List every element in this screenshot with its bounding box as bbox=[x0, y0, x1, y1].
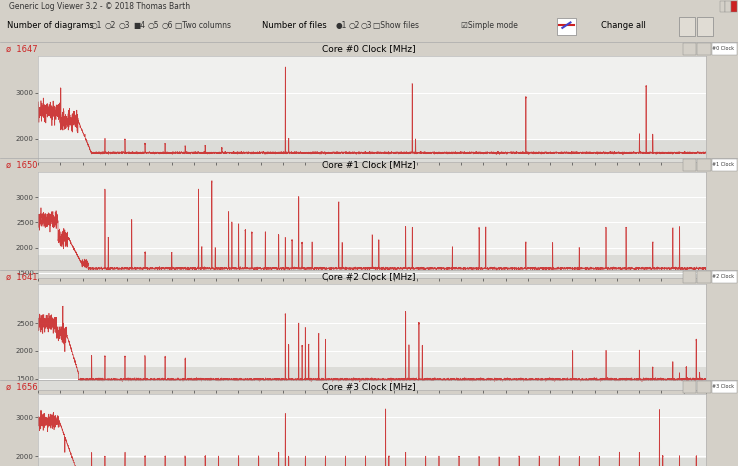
Text: Core #1 Clock [MHz]: Core #1 Clock [MHz] bbox=[323, 160, 415, 170]
Text: Change all: Change all bbox=[601, 21, 646, 30]
Text: Generic Log Viewer 3.2 - © 2018 Thomas Barth: Generic Log Viewer 3.2 - © 2018 Thomas B… bbox=[9, 2, 190, 11]
Text: ☑Simple mode: ☑Simple mode bbox=[461, 21, 518, 30]
Text: □Show files: □Show files bbox=[373, 21, 418, 30]
Bar bbox=[712, 381, 737, 392]
Text: ø  1647: ø 1647 bbox=[6, 44, 38, 54]
Bar bbox=[38, 367, 706, 390]
Bar bbox=[38, 458, 706, 466]
Text: ○3: ○3 bbox=[361, 21, 373, 30]
Bar bbox=[683, 381, 696, 392]
Bar bbox=[697, 43, 711, 55]
Bar bbox=[712, 159, 737, 171]
Text: Core #3 Clock [MHz]: Core #3 Clock [MHz] bbox=[323, 383, 415, 391]
Text: ø  1656: ø 1656 bbox=[6, 383, 38, 391]
Text: ○1: ○1 bbox=[91, 21, 102, 30]
Bar bbox=[557, 18, 576, 34]
Bar bbox=[697, 17, 713, 36]
Text: Core #2 Clock [MHz]: Core #2 Clock [MHz] bbox=[323, 273, 415, 281]
Text: ○2: ○2 bbox=[348, 21, 359, 30]
Text: #2 Clock: #2 Clock bbox=[712, 274, 734, 280]
Text: ø  1641: ø 1641 bbox=[6, 273, 38, 281]
Text: ■4: ■4 bbox=[133, 21, 145, 30]
Text: Number of diagrams: Number of diagrams bbox=[7, 21, 94, 30]
Text: Core #0 Clock [MHz]: Core #0 Clock [MHz] bbox=[323, 44, 415, 54]
Text: #1 Clock: #1 Clock bbox=[712, 163, 734, 167]
Bar bbox=[679, 17, 695, 36]
Bar bbox=[697, 159, 711, 171]
Bar bbox=[38, 139, 706, 162]
Text: ø  1650: ø 1650 bbox=[6, 160, 38, 170]
Text: ○5: ○5 bbox=[148, 21, 159, 30]
Text: ○2: ○2 bbox=[105, 21, 116, 30]
Bar bbox=[683, 43, 696, 55]
Text: ●1: ●1 bbox=[336, 21, 347, 30]
Text: ○6: ○6 bbox=[162, 21, 173, 30]
Text: Number of files: Number of files bbox=[262, 21, 327, 30]
Bar bbox=[683, 159, 696, 171]
Bar bbox=[731, 1, 737, 12]
Bar bbox=[683, 271, 696, 282]
Bar bbox=[720, 1, 725, 12]
Bar bbox=[697, 381, 711, 392]
Bar bbox=[697, 271, 711, 282]
Text: ○3: ○3 bbox=[119, 21, 131, 30]
Bar bbox=[38, 255, 706, 278]
Text: #3 Clock: #3 Clock bbox=[712, 384, 734, 390]
Bar bbox=[712, 271, 737, 282]
Text: #0 Clock: #0 Clock bbox=[712, 47, 734, 52]
Bar bbox=[725, 1, 731, 12]
Bar bbox=[712, 43, 737, 55]
Text: □Two columns: □Two columns bbox=[175, 21, 231, 30]
